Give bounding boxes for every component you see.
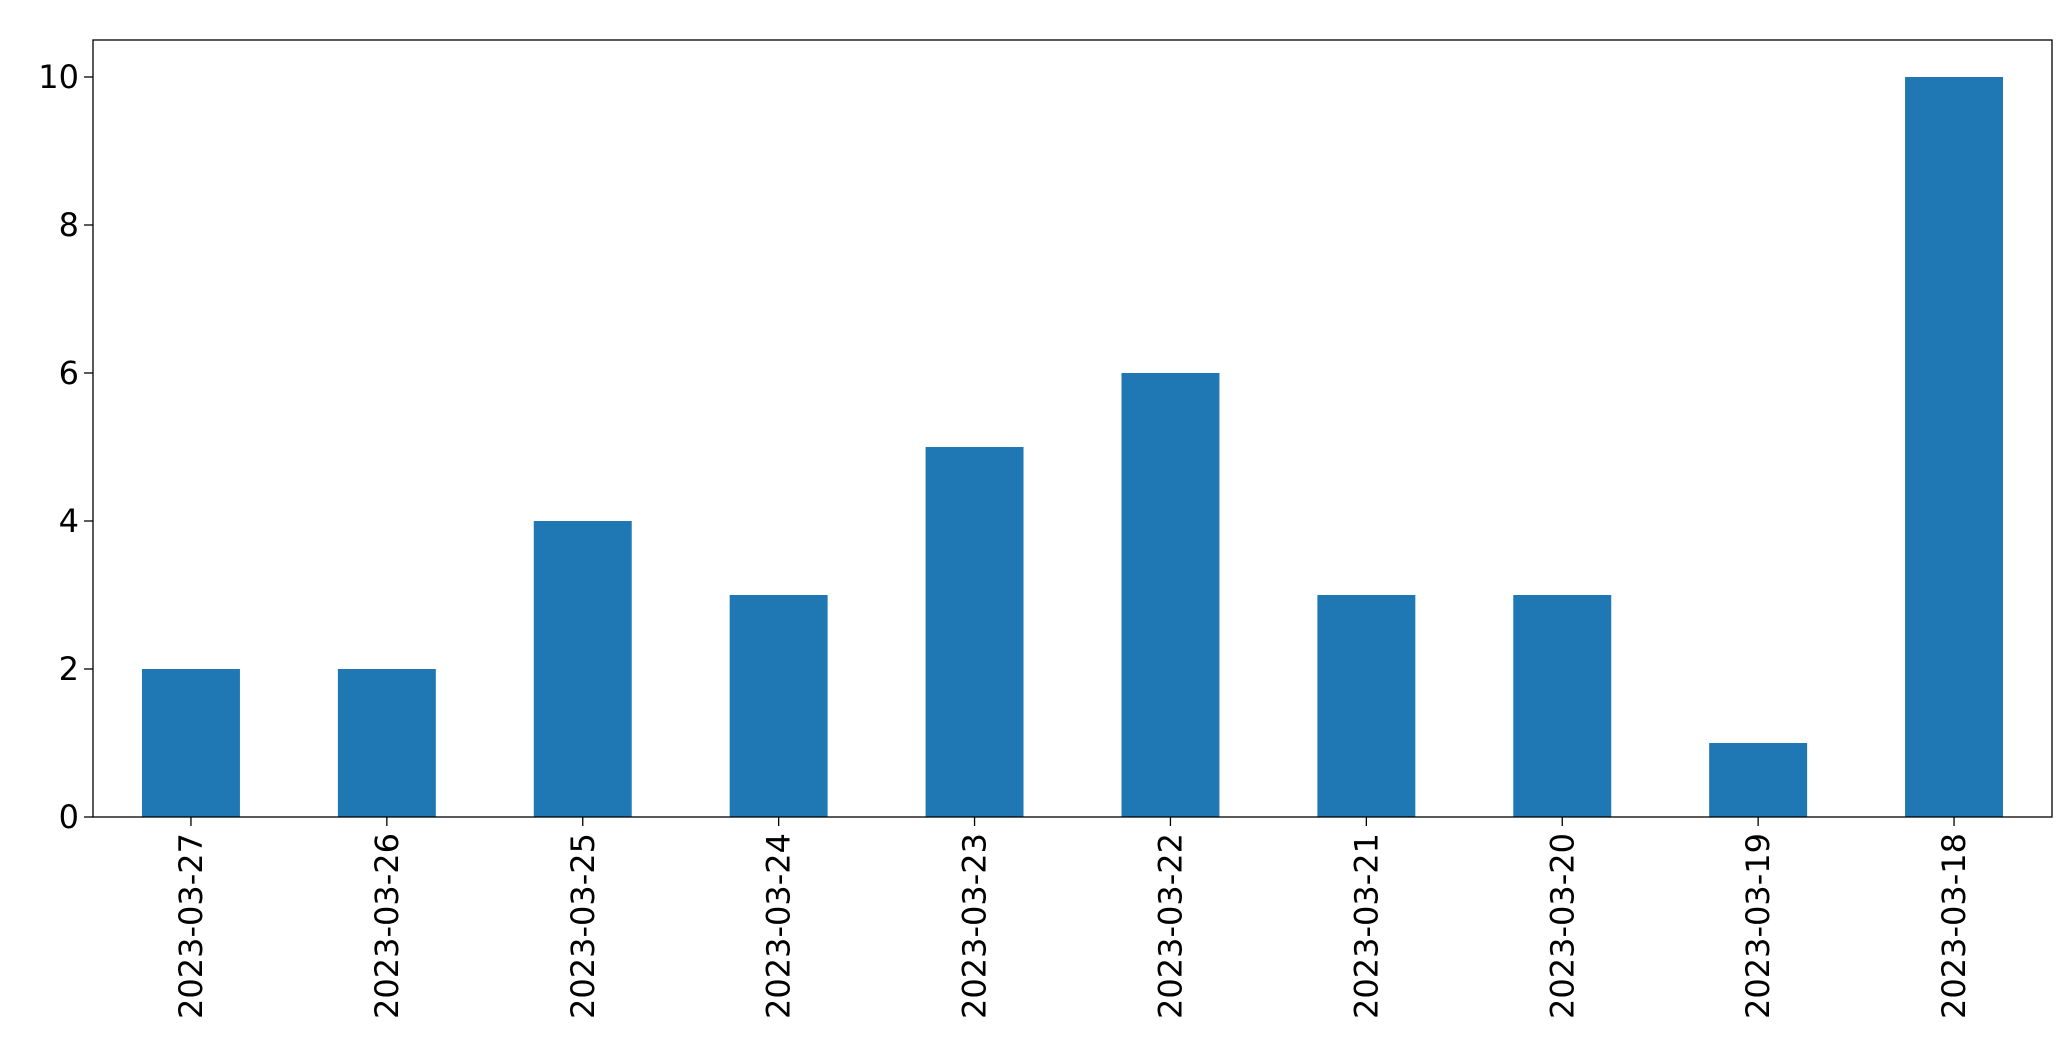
bar <box>1513 595 1612 817</box>
bar <box>533 521 632 817</box>
y-tick-label: 4 <box>59 502 79 540</box>
x-tick-label: 2023-03-21 <box>1347 833 1385 1019</box>
x-tick-label: 2023-03-25 <box>564 833 602 1019</box>
bar <box>729 595 828 817</box>
x-tick-label: 2023-03-23 <box>956 833 994 1019</box>
y-tick-label: 6 <box>59 354 79 392</box>
bar <box>337 669 436 817</box>
x-tick-label: 2023-03-22 <box>1151 833 1189 1019</box>
bar <box>1121 373 1220 817</box>
y-tick-label: 0 <box>59 798 79 836</box>
x-tick-label: 2023-03-18 <box>1935 833 1973 1019</box>
bar <box>1709 743 1808 817</box>
y-tick-label: 2 <box>59 650 79 688</box>
bar <box>925 447 1024 817</box>
plot-frame <box>92 39 2053 818</box>
x-tick-label: 2023-03-26 <box>368 833 406 1019</box>
bar <box>1317 595 1416 817</box>
y-tick-label: 10 <box>38 58 79 96</box>
bar <box>1905 77 2004 817</box>
x-tick-label: 2023-03-24 <box>760 833 798 1019</box>
y-tick-label: 8 <box>59 206 79 244</box>
x-tick-label: 2023-03-27 <box>172 833 210 1019</box>
x-tick-label: 2023-03-19 <box>1739 833 1777 1019</box>
x-tick-label: 2023-03-20 <box>1543 833 1581 1019</box>
bar <box>141 669 240 817</box>
